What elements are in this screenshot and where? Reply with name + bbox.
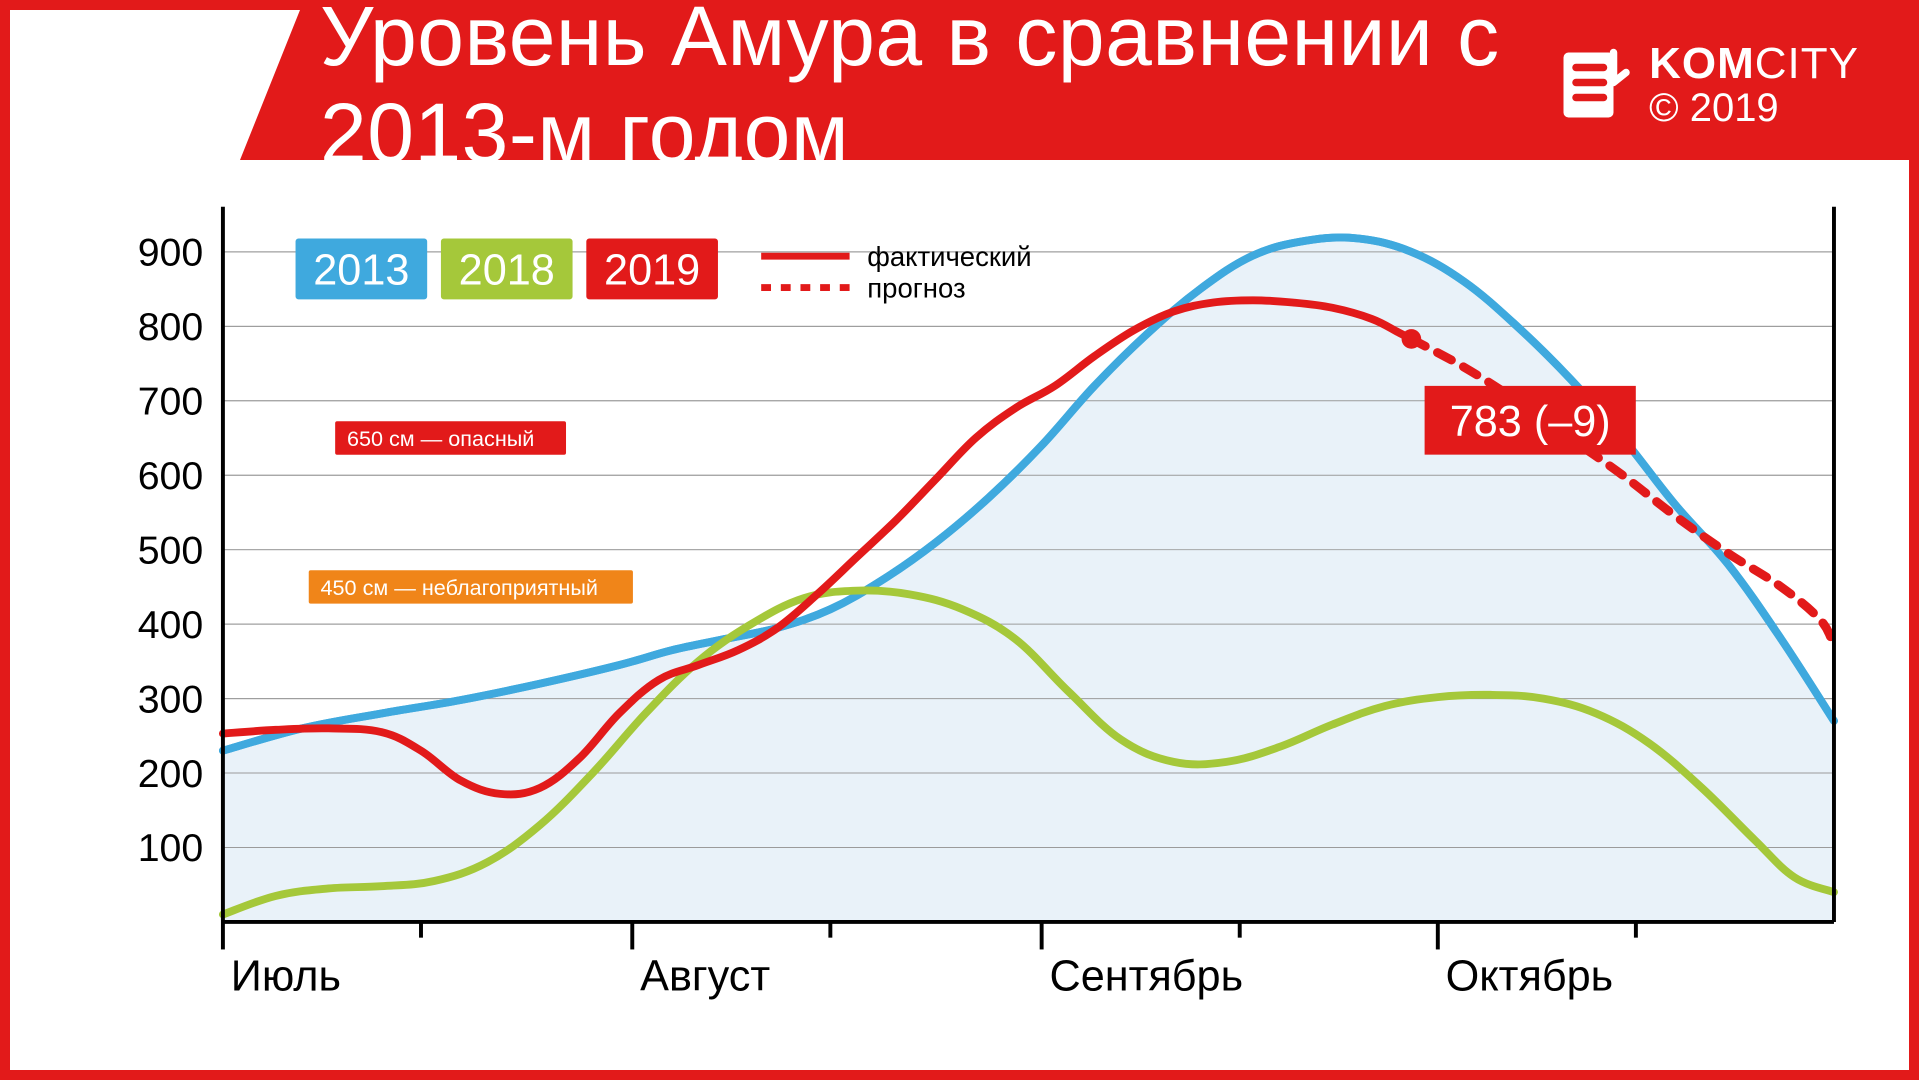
chart-area: 100 200 300 400 500 600 700 800 900 Июль Август Сен… <box>70 195 1869 1030</box>
y-tick-label: 900 <box>138 231 204 275</box>
threshold-badge-text: 450 см — неблагоприятный <box>321 575 598 600</box>
x-month-label: Июль <box>231 953 341 1001</box>
threshold-badge-text: 650 см — опасный <box>347 426 534 451</box>
legend-line-label: фактический <box>867 241 1031 272</box>
brand-name-light: CITY <box>1755 39 1859 88</box>
brand-year: © 2019 <box>1649 87 1859 129</box>
y-tick-label: 600 <box>138 454 204 498</box>
callout-text: 783 (–9) <box>1450 398 1611 446</box>
brand-name-bold: KOM <box>1649 39 1755 88</box>
page-title: Уровень Амура в сравнении с 2013-м годом <box>320 0 1551 182</box>
legend-line-label: прогноз <box>867 272 965 303</box>
header: Уровень Амура в сравнении с 2013-м годом <box>10 10 1909 160</box>
x-month-label: Октябрь <box>1446 953 1614 1001</box>
y-tick-label: 300 <box>138 677 204 721</box>
brand-logo-icon <box>1551 45 1631 125</box>
y-tick-label: 400 <box>138 603 204 647</box>
chart-svg: 100 200 300 400 500 600 700 800 900 Июль Август Сен… <box>70 195 1869 1030</box>
legend-year-text: 2018 <box>459 247 555 295</box>
y-tick-label: 500 <box>138 528 204 572</box>
y-tick-label: 700 <box>138 380 204 424</box>
x-month-label: Август <box>640 953 770 1001</box>
x-month-label: Сентябрь <box>1050 953 1244 1001</box>
brand: KOMCITY © 2019 <box>1551 41 1859 129</box>
legend-year-text: 2013 <box>313 247 409 295</box>
header-bar: Уровень Амура в сравнении с 2013-м годом <box>240 10 1909 160</box>
legend-year-text: 2019 <box>604 247 700 295</box>
y-tick-label: 200 <box>138 752 204 796</box>
y-tick-label: 800 <box>138 305 204 349</box>
brand-name: KOMCITY <box>1649 41 1859 87</box>
y-tick-label: 100 <box>138 826 204 870</box>
infographic-frame: Уровень Амура в сравнении с 2013-м годом <box>0 0 1919 1080</box>
current-point-marker <box>1402 329 1422 349</box>
header-wedge <box>10 10 240 160</box>
